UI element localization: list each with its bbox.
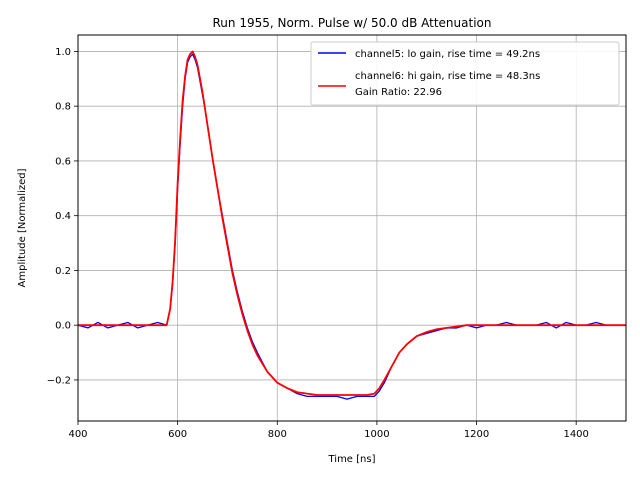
x-axis-label: Time [ns] (327, 454, 375, 465)
y-axis-label: Amplitude [Normalized] (17, 168, 28, 287)
legend-box (310, 41, 620, 106)
x-axis: 400 600 800 1000 1200 1400 (68, 421, 589, 440)
plot-frame (77, 34, 627, 422)
y-tick-label: 0.2 (55, 266, 71, 277)
chart-title: Run 1955, Norm. Pulse w/ 50.0 dB Attenua… (213, 16, 492, 30)
y-tick-label: −0.2 (47, 375, 71, 386)
y-tick-label: 0.6 (55, 156, 71, 167)
y-tick-label: 0.4 (55, 211, 71, 222)
grid (77, 35, 626, 421)
plot-lines (78, 50, 626, 400)
x-tick-label: 1400 (563, 429, 588, 440)
x-tick-label: 1000 (364, 429, 389, 440)
y-tick-label: 1.0 (55, 47, 71, 58)
legend-gain-ratio: Gain Ratio: 22.96 (355, 87, 442, 98)
y-tick-label: 0.8 (55, 102, 71, 113)
y-axis: −0.2 0.0 0.2 0.4 0.6 0.8 1.0 (47, 47, 78, 386)
x-tick-label: 600 (168, 429, 187, 440)
legend-label-channel5: channel5: lo gain, rise time = 49.2ns (355, 49, 540, 60)
y-tick-label: 0.0 (55, 321, 71, 332)
x-tick-label: 400 (68, 429, 87, 440)
series-line-channel6 (78, 50, 626, 396)
legend-label-channel6: channel6: hi gain, rise time = 48.3ns (355, 71, 540, 82)
legend: channel5: lo gain, rise time = 49.2ns ch… (310, 41, 620, 106)
x-tick-label: 800 (268, 429, 287, 440)
x-tick-label: 1200 (464, 429, 489, 440)
